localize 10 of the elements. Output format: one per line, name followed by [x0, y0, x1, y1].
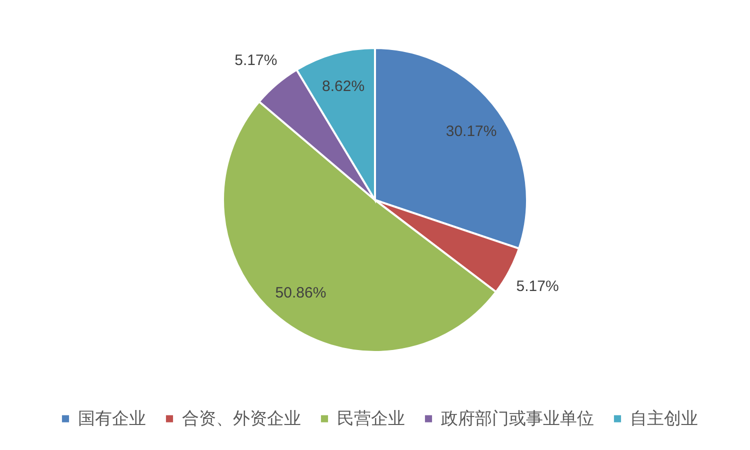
data-label: 50.86%	[275, 284, 326, 302]
legend-label: 国有企业	[78, 408, 146, 429]
legend-label: 政府部门或事业单位	[441, 408, 594, 429]
legend-label: 合资、外资企业	[182, 408, 301, 429]
data-label: 5.17%	[516, 278, 559, 296]
data-label: 5.17%	[234, 52, 278, 69]
data-label: 30.17%	[446, 122, 497, 140]
legend-label: 自主创业	[630, 408, 698, 429]
legend-label: 民营企业	[337, 408, 405, 429]
data-label: 8.62%	[322, 78, 365, 95]
